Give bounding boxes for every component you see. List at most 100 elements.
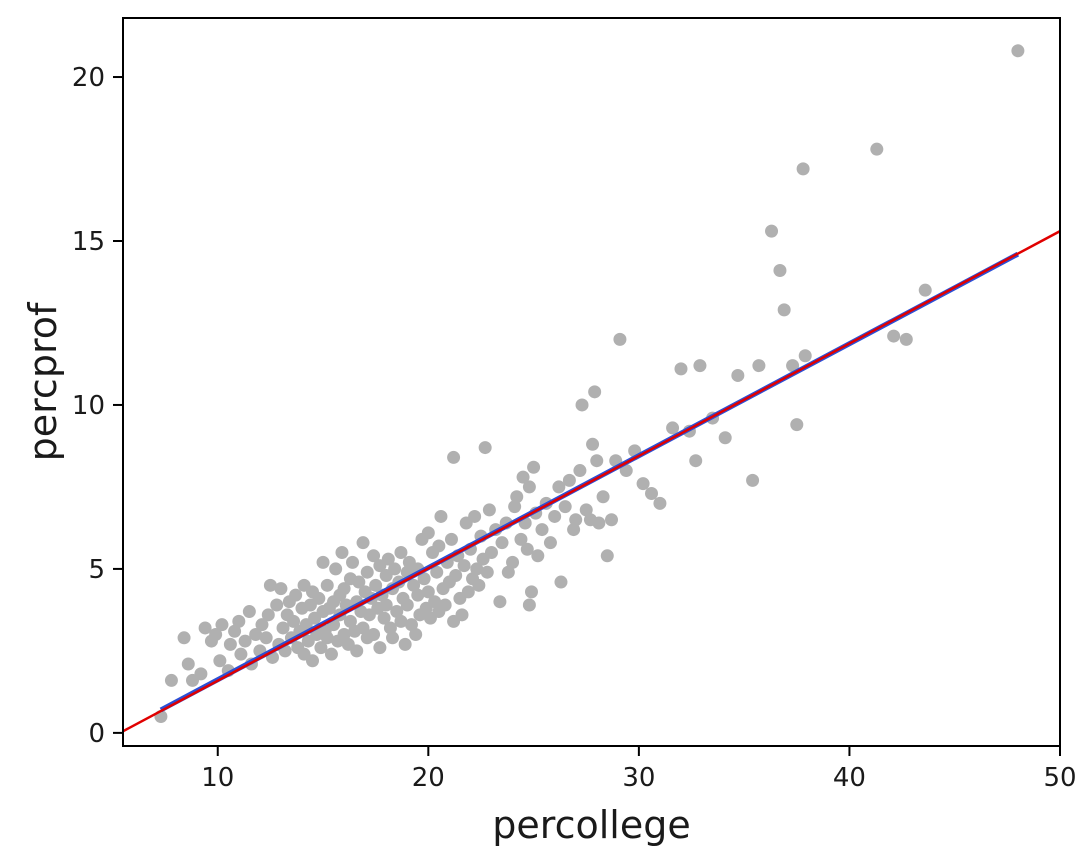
data-point <box>394 546 408 560</box>
data-point <box>407 578 421 592</box>
data-point <box>586 437 600 451</box>
data-point <box>444 532 458 546</box>
x-tick-label: 30 <box>622 763 655 793</box>
data-point <box>531 549 545 563</box>
data-point <box>455 608 469 622</box>
data-point <box>548 509 562 523</box>
data-point <box>461 585 475 599</box>
data-point <box>484 546 498 560</box>
data-point <box>261 608 275 622</box>
data-point <box>215 618 229 632</box>
data-point <box>567 523 581 537</box>
data-point <box>314 641 328 655</box>
data-point <box>605 513 619 527</box>
data-point <box>194 667 208 681</box>
data-point <box>887 329 901 343</box>
data-point <box>752 359 766 373</box>
data-point <box>198 621 212 635</box>
data-point <box>653 496 667 510</box>
data-point <box>535 523 549 537</box>
data-point <box>276 621 290 635</box>
data-point <box>320 631 334 645</box>
data-point <box>343 614 357 628</box>
data-point <box>746 473 760 487</box>
data-point <box>270 598 284 612</box>
data-point <box>613 332 627 346</box>
data-point <box>645 486 659 500</box>
y-tick-label: 15 <box>72 227 105 257</box>
data-point <box>398 637 412 651</box>
data-point <box>558 500 572 514</box>
data-point <box>377 611 391 625</box>
data-point <box>472 578 486 592</box>
data-point <box>409 628 423 642</box>
fit-lines-layer <box>123 230 1060 733</box>
data-point <box>790 418 804 432</box>
data-point <box>312 591 326 605</box>
y-axis-ticks: 0 5 10 15 20 <box>72 63 123 749</box>
data-point <box>449 568 463 582</box>
data-point <box>263 578 277 592</box>
y-tick-label: 20 <box>72 63 105 93</box>
data-point <box>213 654 227 668</box>
data-point <box>796 162 810 176</box>
data-point <box>501 565 515 579</box>
data-point <box>329 562 343 576</box>
data-point <box>619 464 633 478</box>
data-point <box>234 647 248 661</box>
data-point <box>516 470 530 484</box>
data-point <box>562 473 576 487</box>
data-point <box>404 618 418 632</box>
data-point <box>346 555 360 569</box>
data-point <box>356 536 370 550</box>
data-point <box>590 454 604 468</box>
data-point <box>514 532 528 546</box>
data-point <box>181 657 195 671</box>
data-point <box>524 585 538 599</box>
y-axis-label: percprof <box>21 301 65 461</box>
data-point <box>379 598 393 612</box>
data-point <box>223 637 237 651</box>
data-point <box>337 628 351 642</box>
data-point <box>480 565 494 579</box>
data-point <box>798 349 812 363</box>
data-point <box>592 516 606 530</box>
data-point <box>388 562 402 576</box>
data-point <box>428 595 442 609</box>
data-point <box>478 441 492 455</box>
data-point <box>383 621 397 635</box>
data-point <box>164 673 178 687</box>
x-axis-label: percollege <box>492 803 690 847</box>
data-point <box>522 598 536 612</box>
data-point <box>421 526 435 540</box>
data-point <box>369 578 383 592</box>
data-point <box>356 621 370 635</box>
data-point <box>457 559 471 573</box>
data-point <box>575 398 589 412</box>
data-point <box>689 454 703 468</box>
data-point <box>588 385 602 399</box>
data-point <box>777 303 791 317</box>
x-tick-label: 50 <box>1043 763 1076 793</box>
data-point <box>870 142 884 156</box>
data-point <box>335 546 349 560</box>
data-point <box>731 368 745 382</box>
data-point <box>596 490 610 504</box>
data-point <box>352 575 366 589</box>
fit-line-red <box>123 230 1060 733</box>
data-point <box>367 628 381 642</box>
data-point <box>232 614 246 628</box>
data-point <box>765 224 779 238</box>
data-point <box>573 464 587 478</box>
data-point <box>899 332 913 346</box>
data-point <box>482 503 496 517</box>
data-point <box>447 450 461 464</box>
data-point <box>430 565 444 579</box>
data-point <box>506 555 520 569</box>
data-point <box>238 634 252 648</box>
data-point <box>554 575 568 589</box>
y-tick-label: 0 <box>88 719 105 749</box>
data-point <box>718 431 732 445</box>
data-point <box>493 595 507 609</box>
data-point <box>289 588 303 602</box>
